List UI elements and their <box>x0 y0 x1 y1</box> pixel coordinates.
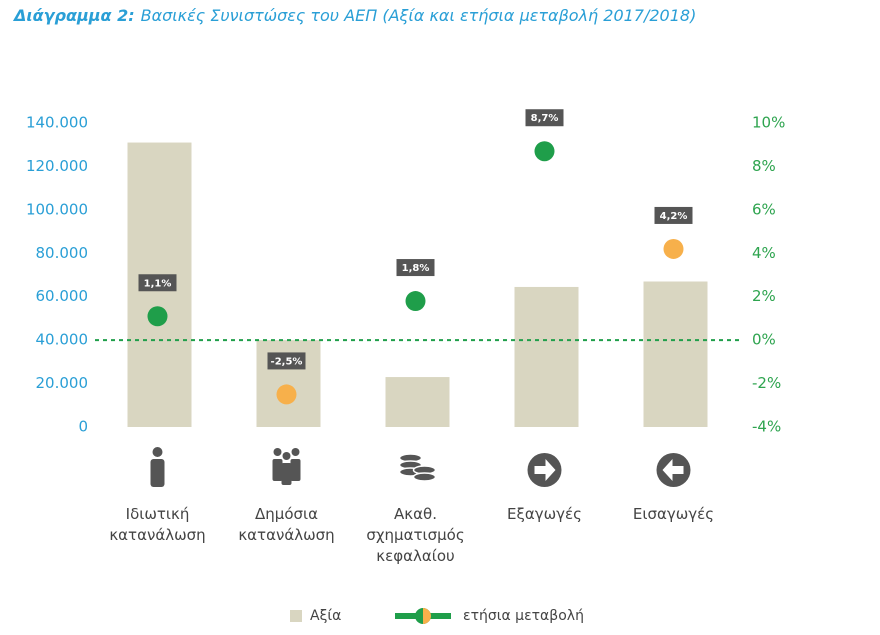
y-tick-label: 120.000 <box>26 157 88 175</box>
legend-swatch <box>290 610 302 622</box>
icon <box>272 459 283 481</box>
y2-tick-label: 6% <box>752 200 776 218</box>
value-label: 1,8% <box>402 263 430 274</box>
y-tick-label: 140.000 <box>26 114 88 132</box>
chart-title-label: Διάγραμμα 2: <box>14 6 135 25</box>
label-box <box>654 206 693 224</box>
bar <box>514 286 579 427</box>
y-tick-label: 60.000 <box>36 287 89 305</box>
y-tick-label: 0 <box>78 418 88 436</box>
icon <box>662 459 684 481</box>
bar <box>643 281 708 427</box>
y2-tick-label: 4% <box>752 244 776 262</box>
x-tick-label: Εξαγωγές <box>507 505 582 523</box>
icon <box>273 448 282 456</box>
y-tick-label: 80.000 <box>36 244 89 262</box>
y2-tick-label: -4% <box>752 418 781 436</box>
y-tick-label: 40.000 <box>36 331 89 349</box>
chart-title: Βασικές Συνιστώσες του ΑΕΠ (Αξία και ετή… <box>140 6 697 25</box>
icon <box>412 472 437 482</box>
icon <box>534 459 556 481</box>
value-label: 1,1% <box>144 278 172 289</box>
label-box <box>396 259 435 277</box>
icon <box>281 463 292 485</box>
icon <box>290 459 301 481</box>
label-box <box>267 352 306 370</box>
x-tick-label: Εισαγωγές <box>632 505 715 523</box>
icon <box>150 459 165 487</box>
y-tick-label: 20.000 <box>36 374 89 392</box>
x-tick-label: Δημόσια κατανάλωση <box>238 505 335 544</box>
legend-label: ετήσια μεταβολή <box>463 608 584 624</box>
y2-tick-label: 8% <box>752 157 776 175</box>
y-tick-label: 100.000 <box>26 200 88 218</box>
y2-tick-label: 2% <box>752 287 776 305</box>
y2-tick-label: -2% <box>752 374 781 392</box>
label-box <box>138 274 177 292</box>
point <box>147 306 168 327</box>
x-tick-label: Ακαθ. σχηματισμός κεφαλαίου <box>366 505 465 565</box>
icon <box>152 447 163 457</box>
x-tick-label: Ιδιωτική κατανάλωση <box>109 505 206 544</box>
icon <box>291 448 300 456</box>
point <box>276 384 297 405</box>
point <box>663 238 684 259</box>
icon <box>282 452 291 460</box>
y2-tick-label: 10% <box>752 114 785 132</box>
legend-swatch <box>423 608 431 624</box>
bar <box>385 377 450 427</box>
value-label: 8,7% <box>531 113 559 124</box>
y2-tick-label: 0% <box>752 331 776 349</box>
legend-label: Αξία <box>310 608 341 624</box>
point <box>405 291 426 312</box>
point <box>534 141 555 162</box>
title-block: Διάγραμμα 2: Βασικές Συνιστώσες του ΑΕΠ (… <box>14 6 696 25</box>
label-box <box>525 109 564 127</box>
value-label: -2,5% <box>271 356 303 367</box>
value-label: 4,2% <box>660 211 688 222</box>
